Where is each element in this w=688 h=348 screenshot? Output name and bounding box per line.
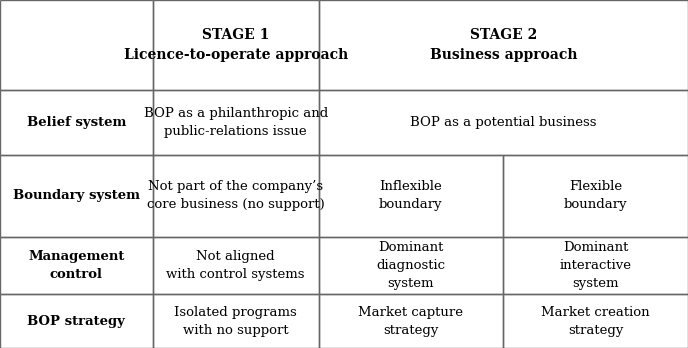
Text: Management
control: Management control <box>28 250 125 281</box>
Text: Market capture
strategy: Market capture strategy <box>358 306 463 337</box>
Text: Dominant
interactive
system: Dominant interactive system <box>559 241 632 290</box>
Text: BOP as a potential business: BOP as a potential business <box>410 116 596 129</box>
Text: Dominant
diagnostic
system: Dominant diagnostic system <box>376 241 445 290</box>
Text: Not part of the company’s
core business (no support): Not part of the company’s core business … <box>147 180 325 211</box>
Text: Isolated programs
with no support: Isolated programs with no support <box>174 306 297 337</box>
Text: BOP as a philanthropic and
public-relations issue: BOP as a philanthropic and public-relati… <box>144 107 327 138</box>
Text: Not aligned
with control systems: Not aligned with control systems <box>166 250 305 281</box>
Text: STAGE 2
Business approach: STAGE 2 Business approach <box>429 29 577 62</box>
Text: Flexible
boundary: Flexible boundary <box>563 180 627 211</box>
Text: STAGE 1
Licence-to-operate approach: STAGE 1 Licence-to-operate approach <box>124 29 347 62</box>
Text: BOP strategy: BOP strategy <box>28 315 125 327</box>
Text: Boundary system: Boundary system <box>13 189 140 202</box>
Text: Belief system: Belief system <box>27 116 126 129</box>
Text: Market creation
strategy: Market creation strategy <box>541 306 649 337</box>
Text: Inflexible
boundary: Inflexible boundary <box>379 180 442 211</box>
